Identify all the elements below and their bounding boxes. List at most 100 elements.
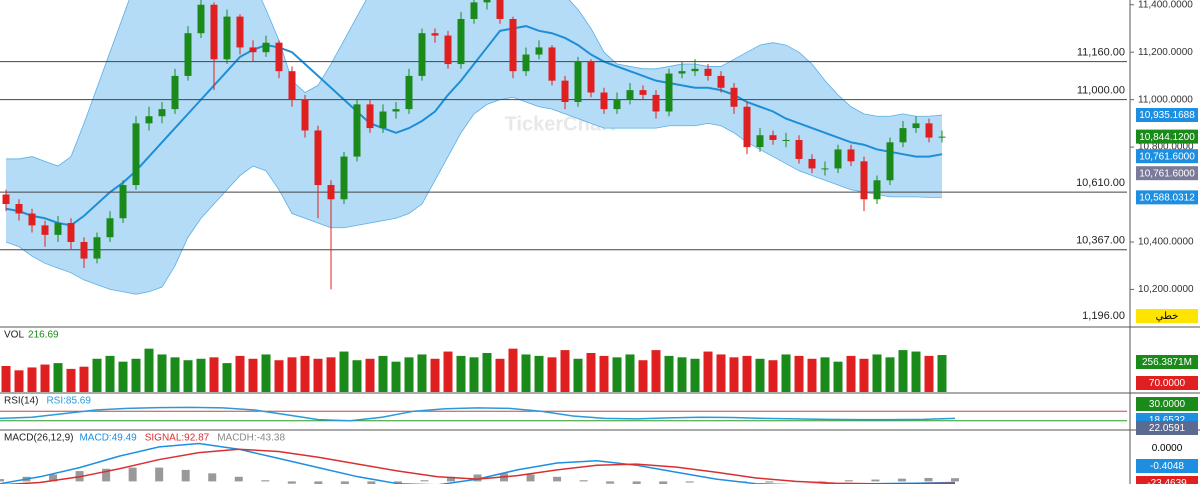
- candle-body: [665, 73, 673, 112]
- volume-bar: [430, 358, 440, 392]
- candle-body: [327, 185, 335, 200]
- candle-body: [743, 106, 751, 148]
- candle-body: [158, 109, 166, 117]
- volume-bar: [261, 354, 271, 392]
- price-badge: 10,844.1200: [1136, 129, 1198, 144]
- button-box[interactable]: [1136, 309, 1198, 323]
- volume-bar: [417, 354, 427, 392]
- volume-bar: [157, 354, 167, 392]
- volume-bar: [625, 354, 635, 392]
- volume-bar: [924, 355, 934, 392]
- candle-body: [548, 47, 556, 81]
- badge-box: [1136, 397, 1198, 411]
- histogram-bar: [393, 481, 402, 484]
- candle-body: [119, 185, 127, 219]
- candle-body: [535, 47, 543, 55]
- legend-entry: MACDH:-43.38: [217, 433, 285, 444]
- candle-body: [184, 33, 192, 76]
- volume-bar: [14, 370, 24, 392]
- volume-bar: [27, 367, 37, 392]
- volume-bar: [378, 355, 388, 392]
- volume-bar: [79, 366, 89, 392]
- volume-bar: [768, 360, 778, 392]
- band-lower: [5, 96, 942, 295]
- candle-body: [171, 75, 179, 110]
- volume-bar: [209, 357, 219, 392]
- histogram-bar: [951, 478, 959, 482]
- volume-bar: [495, 358, 505, 392]
- histogram-bar: [367, 481, 376, 484]
- candle-body: [873, 180, 881, 200]
- volume-bar: [1, 366, 11, 392]
- histogram-bar: [606, 481, 615, 484]
- badge-box: [1136, 441, 1198, 455]
- volume-bar: [612, 357, 622, 392]
- panel-title: RSI(14): [4, 396, 38, 407]
- volume-bar: [521, 354, 531, 392]
- volume-bar: [872, 354, 882, 392]
- level-label: 10,610.00: [1076, 177, 1125, 189]
- badge-label: 18.6532: [1149, 415, 1186, 426]
- candle-body: [509, 18, 517, 72]
- badge-box: [1136, 421, 1198, 435]
- candle-body: [730, 87, 738, 107]
- histogram-bar: [0, 479, 4, 482]
- volume-bar: [677, 357, 687, 392]
- badge-label: 10,935.1688: [1139, 110, 1195, 121]
- volume-bar: [937, 355, 947, 392]
- candle-body: [912, 123, 920, 129]
- volume-bar: [326, 357, 336, 392]
- histogram-bar: [473, 474, 482, 482]
- badge-box: [1136, 166, 1198, 181]
- candle-body: [340, 156, 348, 200]
- histogram-bar: [49, 474, 58, 482]
- badge-label: 256.3871M: [1142, 357, 1192, 368]
- badge-label: -0.4048: [1150, 461, 1184, 472]
- volume-bar: [703, 351, 713, 392]
- candle-body: [821, 168, 829, 170]
- histogram-bar: [181, 469, 190, 482]
- volume-bar: [560, 350, 570, 392]
- volume-bar: [131, 358, 141, 392]
- price-badge: 10,935.1688: [1136, 108, 1198, 123]
- candle-body: [379, 111, 387, 129]
- panel-badge: -23.4639: [1136, 476, 1198, 484]
- candle-body: [587, 61, 595, 93]
- candle-body: [288, 71, 296, 100]
- price-badge: 10,761.6000: [1136, 166, 1198, 181]
- volume-bar: [391, 361, 401, 392]
- volume-bar: [365, 358, 375, 392]
- candle-body: [392, 109, 400, 112]
- level-label: 10,367.00: [1076, 235, 1125, 247]
- volume-bar: [534, 355, 544, 392]
- volume-bar: [794, 355, 804, 392]
- candle-body: [691, 68, 699, 72]
- histogram-bar: [287, 481, 296, 484]
- y-tick-label: 11,000.0000: [1138, 94, 1193, 105]
- volume-bar: [40, 364, 50, 392]
- histogram-bar: [526, 474, 535, 482]
- button-label[interactable]: خطي: [1156, 311, 1179, 322]
- rsi-line: [0, 406, 956, 422]
- candle-body: [678, 71, 686, 74]
- badge-box: [1136, 108, 1198, 123]
- price-panel: TickerChart: [0, 0, 1127, 295]
- badge-label: 10,761.6000: [1139, 151, 1195, 162]
- y-tick-label: 10,800.0000: [1138, 142, 1194, 153]
- volume-bar: [664, 355, 674, 392]
- badge-box: [1136, 190, 1198, 205]
- volume-bar: [248, 358, 258, 392]
- volume-bar: [781, 354, 791, 392]
- candle-body: [236, 16, 244, 48]
- volume-bar: [729, 357, 739, 392]
- histogram-bar: [208, 473, 217, 482]
- candle-body: [223, 16, 231, 60]
- mode-button[interactable]: خطي: [1136, 309, 1198, 323]
- price-badge: 10,588.0312: [1136, 190, 1198, 205]
- candle-body: [470, 2, 478, 19]
- volume-bar: [339, 351, 349, 392]
- volume-bar: [911, 351, 921, 392]
- volume-bar: [807, 358, 817, 392]
- volume-bar: [53, 363, 63, 392]
